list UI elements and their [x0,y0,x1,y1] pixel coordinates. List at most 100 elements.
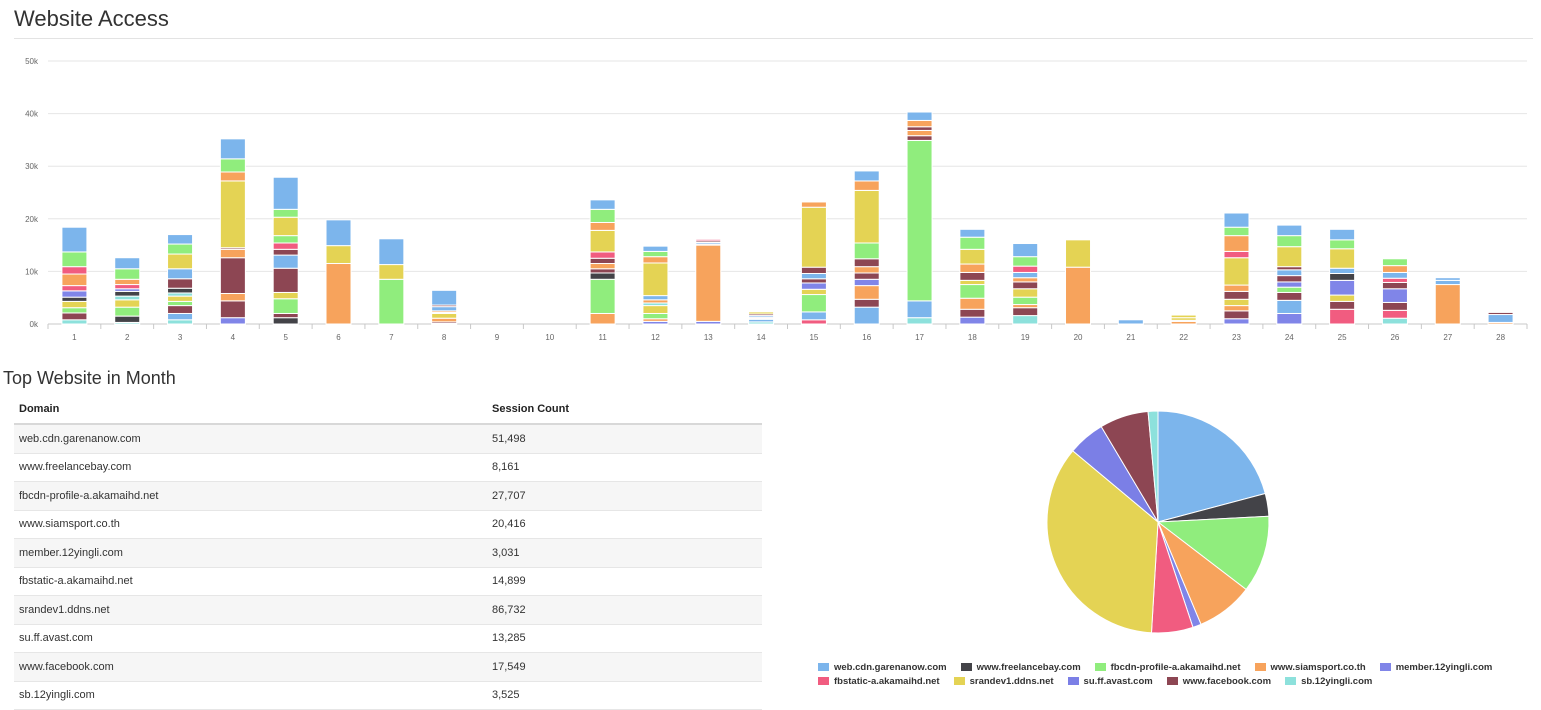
bar-segment[interactable] [1117,319,1144,325]
bar-segment[interactable] [1329,239,1356,250]
bar-segment[interactable] [272,176,299,210]
bar-segment[interactable] [1012,277,1039,283]
bar-segment[interactable] [114,299,141,308]
bar-segment[interactable] [1381,288,1408,303]
bar-segment[interactable] [906,126,933,131]
bar-segment[interactable] [61,296,88,302]
bar-segment[interactable] [642,256,669,264]
bar-segment[interactable] [1012,265,1039,273]
bar-segment[interactable] [1223,226,1250,237]
bar-segment[interactable] [1381,277,1408,283]
bar-segment[interactable] [1223,257,1250,286]
bar-segment[interactable] [1329,248,1356,269]
legend-item[interactable]: www.facebook.com [1166,676,1271,687]
bar-segment[interactable] [1329,273,1356,281]
bar-segment[interactable] [1276,269,1303,277]
bar-segment[interactable] [167,253,194,270]
bar-segment[interactable] [272,267,299,293]
legend-item[interactable]: web.cdn.garenanow.com [818,662,947,673]
bar-segment[interactable] [1065,266,1092,325]
bar-segment[interactable] [800,288,827,296]
bar-segment[interactable] [589,278,616,314]
column-header-domain[interactable]: Domain [14,395,487,425]
bar-segment[interactable] [1170,314,1197,319]
bar-segment[interactable] [431,289,458,306]
bar-segment[interactable] [1012,281,1039,290]
bar-segment[interactable] [114,290,141,297]
bar-segment[interactable] [906,317,933,325]
bar-segment[interactable] [959,284,986,299]
bar-segment[interactable] [1223,250,1250,259]
bar-segment[interactable] [219,257,246,294]
bar-segment[interactable] [272,298,299,314]
pie-slice[interactable] [1156,515,1270,591]
bar-segment[interactable] [589,312,616,325]
bar-segment[interactable] [1276,275,1303,283]
bar-segment[interactable] [589,268,616,274]
bar-segment[interactable] [219,138,246,160]
bar-segment[interactable] [853,180,880,191]
legend-item[interactable]: sb.12yingli.com [1285,676,1372,687]
bar-segment[interactable] [272,312,299,319]
bar-segment[interactable] [167,300,194,307]
bar-segment[interactable] [167,295,194,302]
bar-segment[interactable] [1487,314,1514,323]
bar-segment[interactable] [325,219,352,247]
bar-segment[interactable] [1012,271,1039,279]
bar-segment[interactable] [959,236,986,250]
legend-item[interactable]: su.ff.avast.com [1067,676,1153,687]
bar-segment[interactable] [1223,212,1250,228]
bar-segment[interactable] [906,300,933,319]
legend-item[interactable]: www.freelancebay.com [960,662,1081,673]
bar-segment[interactable] [1381,317,1408,325]
bar-segment[interactable] [800,294,827,313]
bar-segment[interactable] [325,245,352,265]
bar-segment[interactable] [1223,284,1250,292]
bar-segment[interactable] [1276,286,1303,293]
bar-segment[interactable] [167,234,194,245]
bar-segment[interactable] [959,297,986,310]
bar-segment[interactable] [959,271,986,281]
bar-segment[interactable] [61,285,88,292]
bar-segment[interactable] [853,170,880,182]
bar-segment[interactable] [800,201,827,208]
pie-slice[interactable] [1157,410,1266,523]
bar-segment[interactable] [1276,246,1303,268]
bar-segment[interactable] [1276,224,1303,237]
bar-segment[interactable] [589,208,616,223]
bar-segment[interactable] [167,268,194,280]
bar-segment[interactable] [1223,290,1250,300]
bar-segment[interactable] [1223,310,1250,320]
bar-segment[interactable] [959,308,986,318]
bar-segment[interactable] [114,268,141,280]
bar-segment[interactable] [853,278,880,287]
bar-segment[interactable] [589,272,616,280]
bar-segment[interactable] [1381,281,1408,290]
bar-segment[interactable] [431,312,458,319]
bar-segment[interactable] [167,319,194,325]
bar-segment[interactable] [378,278,405,325]
bar-segment[interactable] [61,312,88,321]
bar-segment[interactable] [695,238,722,242]
bar-segment[interactable] [61,266,88,275]
bar-segment[interactable] [1329,300,1356,310]
bar-segment[interactable] [1434,277,1461,281]
bar-segment[interactable] [906,129,933,137]
bar-segment[interactable] [272,242,299,250]
bar-segment[interactable] [272,216,299,237]
bar-segment[interactable] [114,315,141,323]
bar-segment[interactable] [1329,267,1356,275]
bar-segment[interactable] [853,306,880,325]
bar-segment[interactable] [219,158,246,173]
bar-segment[interactable] [853,258,880,268]
bar-segment[interactable] [906,111,933,121]
bar-segment[interactable] [272,235,299,244]
bar-segment[interactable] [272,254,299,269]
bar-segment[interactable] [167,312,194,321]
bar-segment[interactable] [61,273,88,287]
legend-item[interactable]: www.siamsport.co.th [1254,662,1366,673]
bar-segment[interactable] [853,189,880,244]
bar-segment[interactable] [167,278,194,289]
bar-segment[interactable] [959,316,986,325]
bar-segment[interactable] [1012,243,1039,258]
